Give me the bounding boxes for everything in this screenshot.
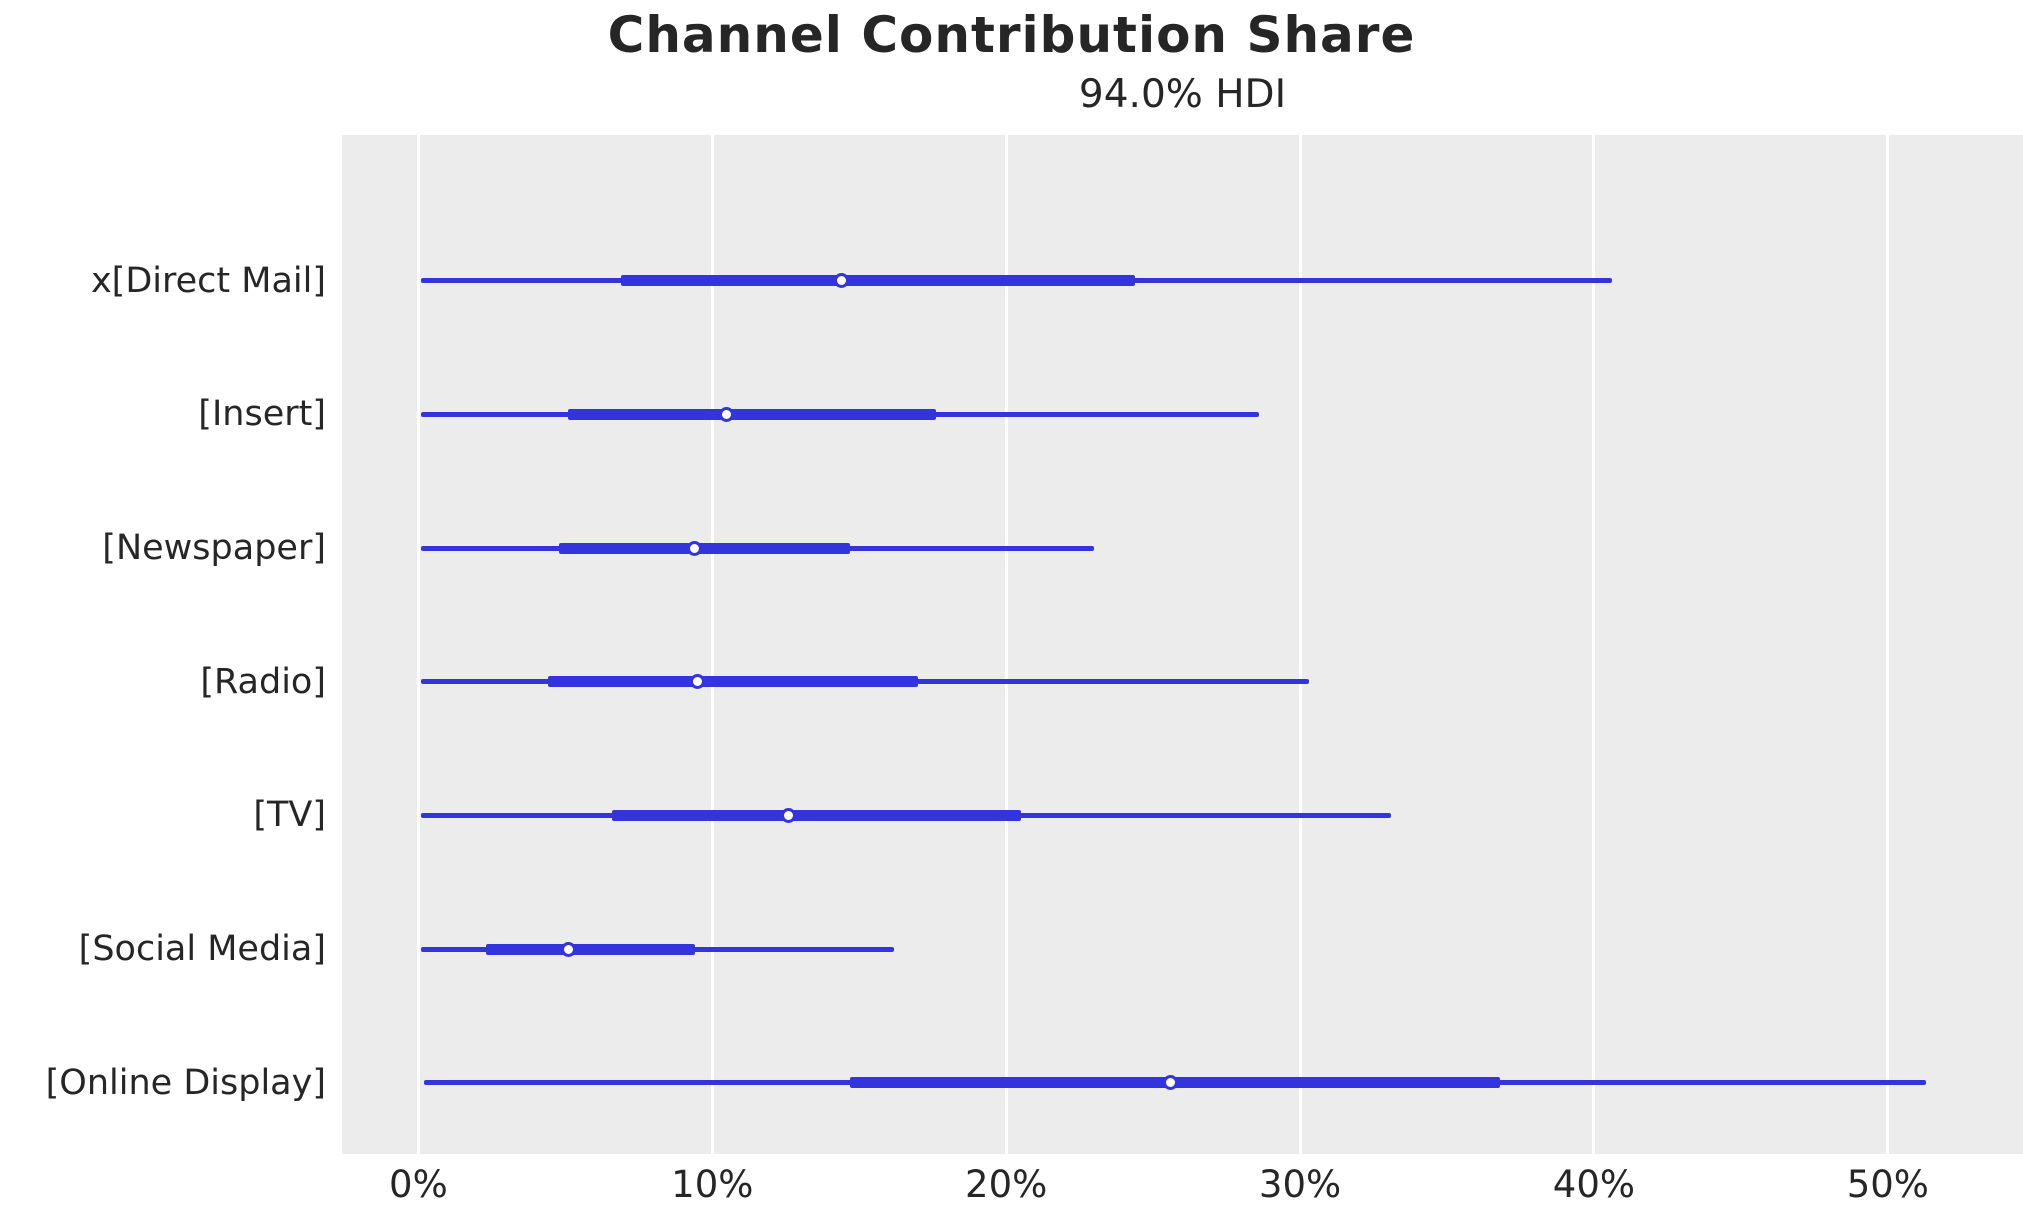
- chart-subtitle-hdi: 94.0% HDI: [1078, 72, 1287, 117]
- y-axis-label: [TV]: [253, 795, 326, 836]
- gridline-0%: [416, 135, 420, 1154]
- y-axis-label: [Newspaper]: [102, 528, 326, 569]
- gridline-20%: [1004, 135, 1008, 1154]
- quartile-interval-line: [547, 676, 918, 688]
- y-axis-label: [Online Display]: [45, 1062, 326, 1103]
- y-axis-label: [Social Media]: [78, 929, 326, 970]
- x-axis-tick-label: 30%: [1258, 1163, 1342, 1206]
- median-marker: [834, 273, 850, 289]
- x-axis-tick-label: 0%: [389, 1163, 448, 1206]
- chart-title: Channel Contribution Share: [607, 6, 1416, 64]
- median-marker: [781, 807, 797, 823]
- y-axis-label: [Insert]: [198, 394, 326, 435]
- quartile-interval-line: [486, 943, 695, 955]
- y-axis-label: [Radio]: [200, 661, 326, 702]
- median-marker: [560, 941, 576, 957]
- x-axis-tick-label: 50%: [1846, 1163, 1929, 1206]
- gridline-50%: [1886, 135, 1890, 1154]
- gridline-40%: [1592, 135, 1596, 1154]
- x-axis-tick-label: 40%: [1552, 1163, 1636, 1206]
- quartile-interval-line: [559, 542, 851, 554]
- gridline-30%: [1298, 135, 1302, 1154]
- median-marker: [690, 674, 706, 690]
- x-axis-tick-label: 20%: [965, 1163, 1048, 1206]
- median-marker: [1163, 1075, 1179, 1091]
- gridline-10%: [710, 135, 714, 1154]
- quartile-interval-line: [568, 408, 936, 420]
- median-marker: [719, 406, 735, 422]
- quartile-interval-line: [612, 809, 1021, 821]
- quartile-interval-line: [621, 275, 1136, 287]
- y-axis-label: x[Direct Mail]: [90, 260, 326, 301]
- plot-area: [342, 135, 2023, 1154]
- x-axis-tick-label: 10%: [671, 1163, 754, 1206]
- median-marker: [687, 540, 703, 556]
